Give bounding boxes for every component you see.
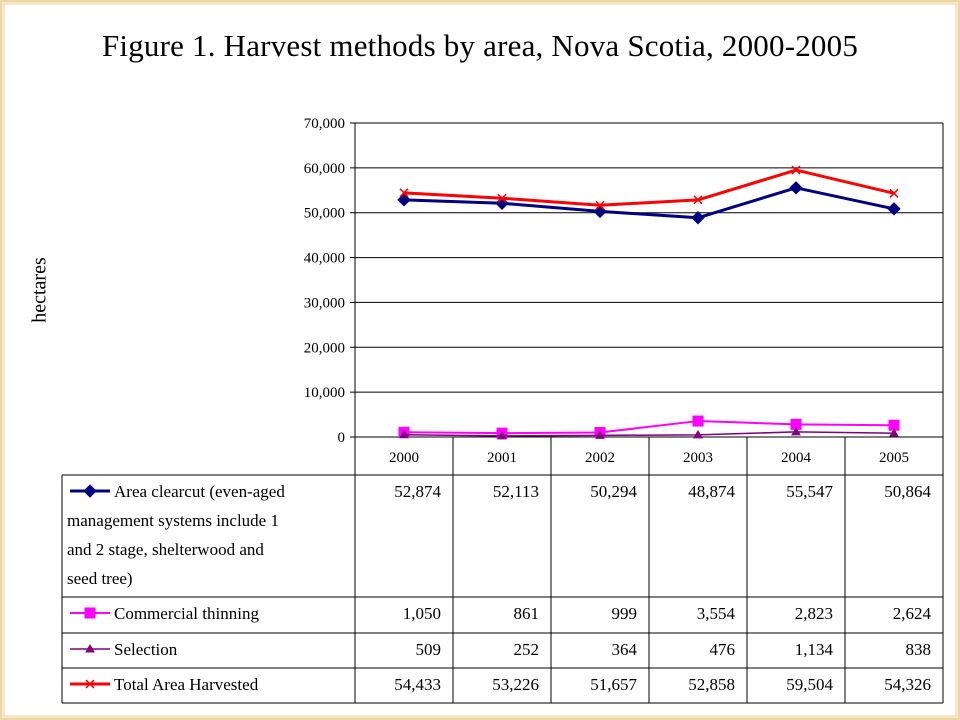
table-data-label: 53,226 xyxy=(492,675,539,694)
data-point xyxy=(593,204,607,219)
legend-key-marker xyxy=(84,607,96,619)
legend-key-marker xyxy=(83,484,97,498)
x-tick-label: 2001 xyxy=(487,450,517,466)
data-point xyxy=(789,181,803,195)
legend-series-name: Selection xyxy=(114,640,178,659)
table-data-label: 1,134 xyxy=(795,640,834,659)
y-tick-label: 10,000 xyxy=(304,385,345,401)
data-point xyxy=(691,211,705,225)
table-data-label: 364 xyxy=(612,640,638,659)
y-tick-label: 60,000 xyxy=(304,161,345,177)
legend-key-marker xyxy=(85,679,95,689)
series-line xyxy=(403,431,895,437)
table-data-label: 52,858 xyxy=(688,675,735,694)
legend-series-name: and 2 stage, shelterwood and xyxy=(67,540,264,559)
y-tick-label: 50,000 xyxy=(304,206,345,222)
y-tick-label: 70,000 xyxy=(304,116,345,132)
series-line xyxy=(403,186,895,220)
x-tick-label: 2000 xyxy=(389,450,419,466)
data-point xyxy=(595,200,605,210)
table-data-label: 54,433 xyxy=(394,675,441,694)
data-point xyxy=(595,430,605,439)
data-point xyxy=(693,195,703,205)
table-data-label: 51,657 xyxy=(590,675,637,694)
data-point xyxy=(693,429,703,439)
table-data-label: 55,547 xyxy=(786,482,833,501)
table-data-label: 48,874 xyxy=(688,482,735,501)
table-data-label: 838 xyxy=(906,640,932,659)
data-point xyxy=(791,426,801,436)
chart-title: Figure 1. Harvest methods by area, Nova … xyxy=(101,28,859,63)
table-data-label: 54,326 xyxy=(884,675,931,694)
legend-series-name: seed tree) xyxy=(67,569,133,588)
x-tick-label: 2002 xyxy=(585,450,615,466)
table-data-label: 50,294 xyxy=(590,482,637,501)
table-data-label: 50,864 xyxy=(884,482,931,501)
series-line xyxy=(403,420,895,435)
y-tick-label: 30,000 xyxy=(304,295,345,311)
table-data-label: 252 xyxy=(514,640,540,659)
data-point xyxy=(692,415,704,427)
x-tick-label: 2005 xyxy=(879,450,909,466)
data-point xyxy=(399,188,409,198)
legend-key-marker xyxy=(85,643,95,653)
table-data-label: 1,050 xyxy=(403,604,441,623)
y-tick-label: 20,000 xyxy=(304,340,345,356)
table-data-label: 3,554 xyxy=(697,604,736,623)
y-tick-label: 40,000 xyxy=(304,251,345,267)
data-point xyxy=(497,193,507,203)
data-point xyxy=(887,202,901,216)
series-line xyxy=(403,168,895,207)
table-data-label: 861 xyxy=(514,604,540,623)
table-data-label: 509 xyxy=(416,640,442,659)
plot-area xyxy=(355,123,943,437)
data-point xyxy=(889,188,899,198)
data-point xyxy=(889,428,899,437)
x-tick-label: 2003 xyxy=(683,450,713,466)
data-point xyxy=(791,165,801,175)
data-point xyxy=(399,429,409,439)
table-data-label: 999 xyxy=(612,604,638,623)
table-data-label: 52,113 xyxy=(493,482,539,501)
legend-series-name: Total Area Harvested xyxy=(114,675,259,694)
data-point xyxy=(397,193,411,207)
table-data-label: 476 xyxy=(710,640,736,659)
legend-series-name: Area clearcut (even-aged xyxy=(114,482,285,501)
table-data-label: 52,874 xyxy=(394,482,441,501)
y-tick-label: 0 xyxy=(338,430,346,446)
legend-series-name: management systems include 1 xyxy=(67,511,279,530)
data-point xyxy=(497,430,507,440)
table-data-label: 2,624 xyxy=(893,604,932,623)
table-data-label: 2,823 xyxy=(795,604,833,623)
x-tick-label: 2004 xyxy=(781,450,812,466)
legend-series-name: Commercial thinning xyxy=(114,604,259,623)
table-data-label: 59,504 xyxy=(786,675,833,694)
